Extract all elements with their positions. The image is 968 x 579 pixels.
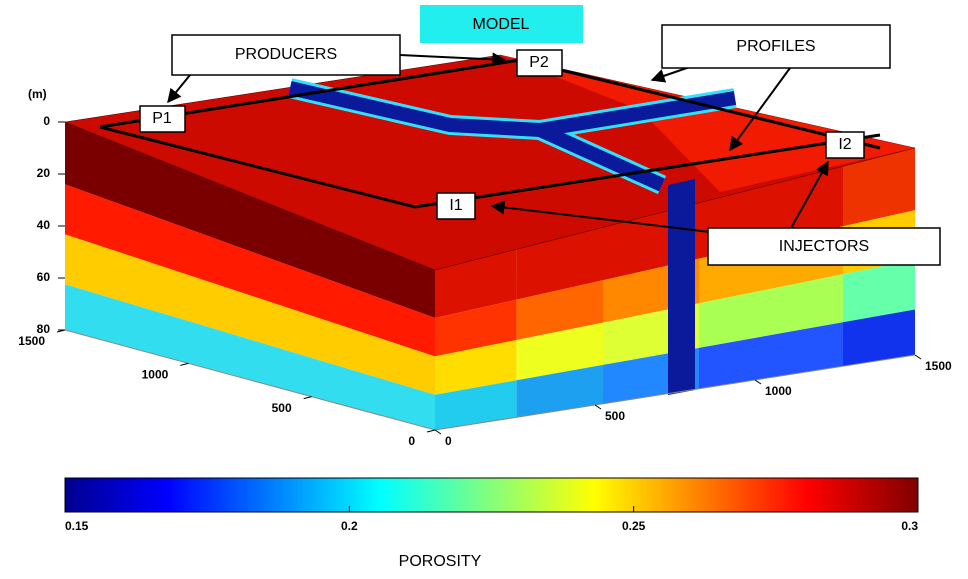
well-label: P2	[529, 54, 549, 71]
colorbar	[65, 478, 918, 512]
channel-column	[668, 179, 695, 395]
depth-unit: (m)	[28, 87, 47, 101]
colorbar-tick-label: 0.15	[65, 519, 89, 533]
colorbar-tick-label: 0.3	[901, 519, 918, 533]
callout: PRODUCERS	[235, 46, 337, 63]
figure: MODEL PRODUCERS PROFILES INJECTORS P1 P2…	[0, 0, 968, 574]
colorbar-tick-label: 0.25	[622, 519, 646, 533]
x-tick-label: 500	[605, 409, 625, 423]
depth-tick-label: 60	[37, 270, 51, 284]
colorbar-label: POROSITY	[399, 553, 482, 570]
y-tick-label: 500	[272, 401, 292, 415]
callout: INJECTORS	[779, 238, 869, 255]
y-tick-label: 1000	[142, 368, 169, 382]
x-tick-label: 1000	[765, 384, 792, 398]
tick-mark	[435, 430, 441, 434]
x-tick-label: 1500	[925, 359, 952, 373]
colorbar-tick-label: 0.2	[341, 519, 358, 533]
depth-tick-label: 40	[37, 218, 51, 232]
depth-tick-label: 20	[37, 166, 51, 180]
x-tick-label: 0	[445, 434, 452, 448]
well-label: P1	[152, 110, 172, 127]
tick-mark	[915, 355, 921, 359]
y-tick-label: 0	[408, 434, 415, 448]
tick-mark	[427, 430, 435, 432]
tick-mark	[304, 397, 312, 399]
tick-mark	[595, 405, 601, 409]
arrow	[168, 75, 190, 102]
depth-tick-label: 0	[43, 114, 50, 128]
tick-mark	[755, 380, 761, 384]
tick-mark	[180, 363, 188, 365]
title: MODEL	[473, 16, 530, 33]
well-label: I1	[449, 197, 462, 214]
callout: PROFILES	[736, 38, 815, 55]
well-label: I2	[838, 136, 851, 153]
y-tick-label: 1500	[18, 334, 45, 348]
